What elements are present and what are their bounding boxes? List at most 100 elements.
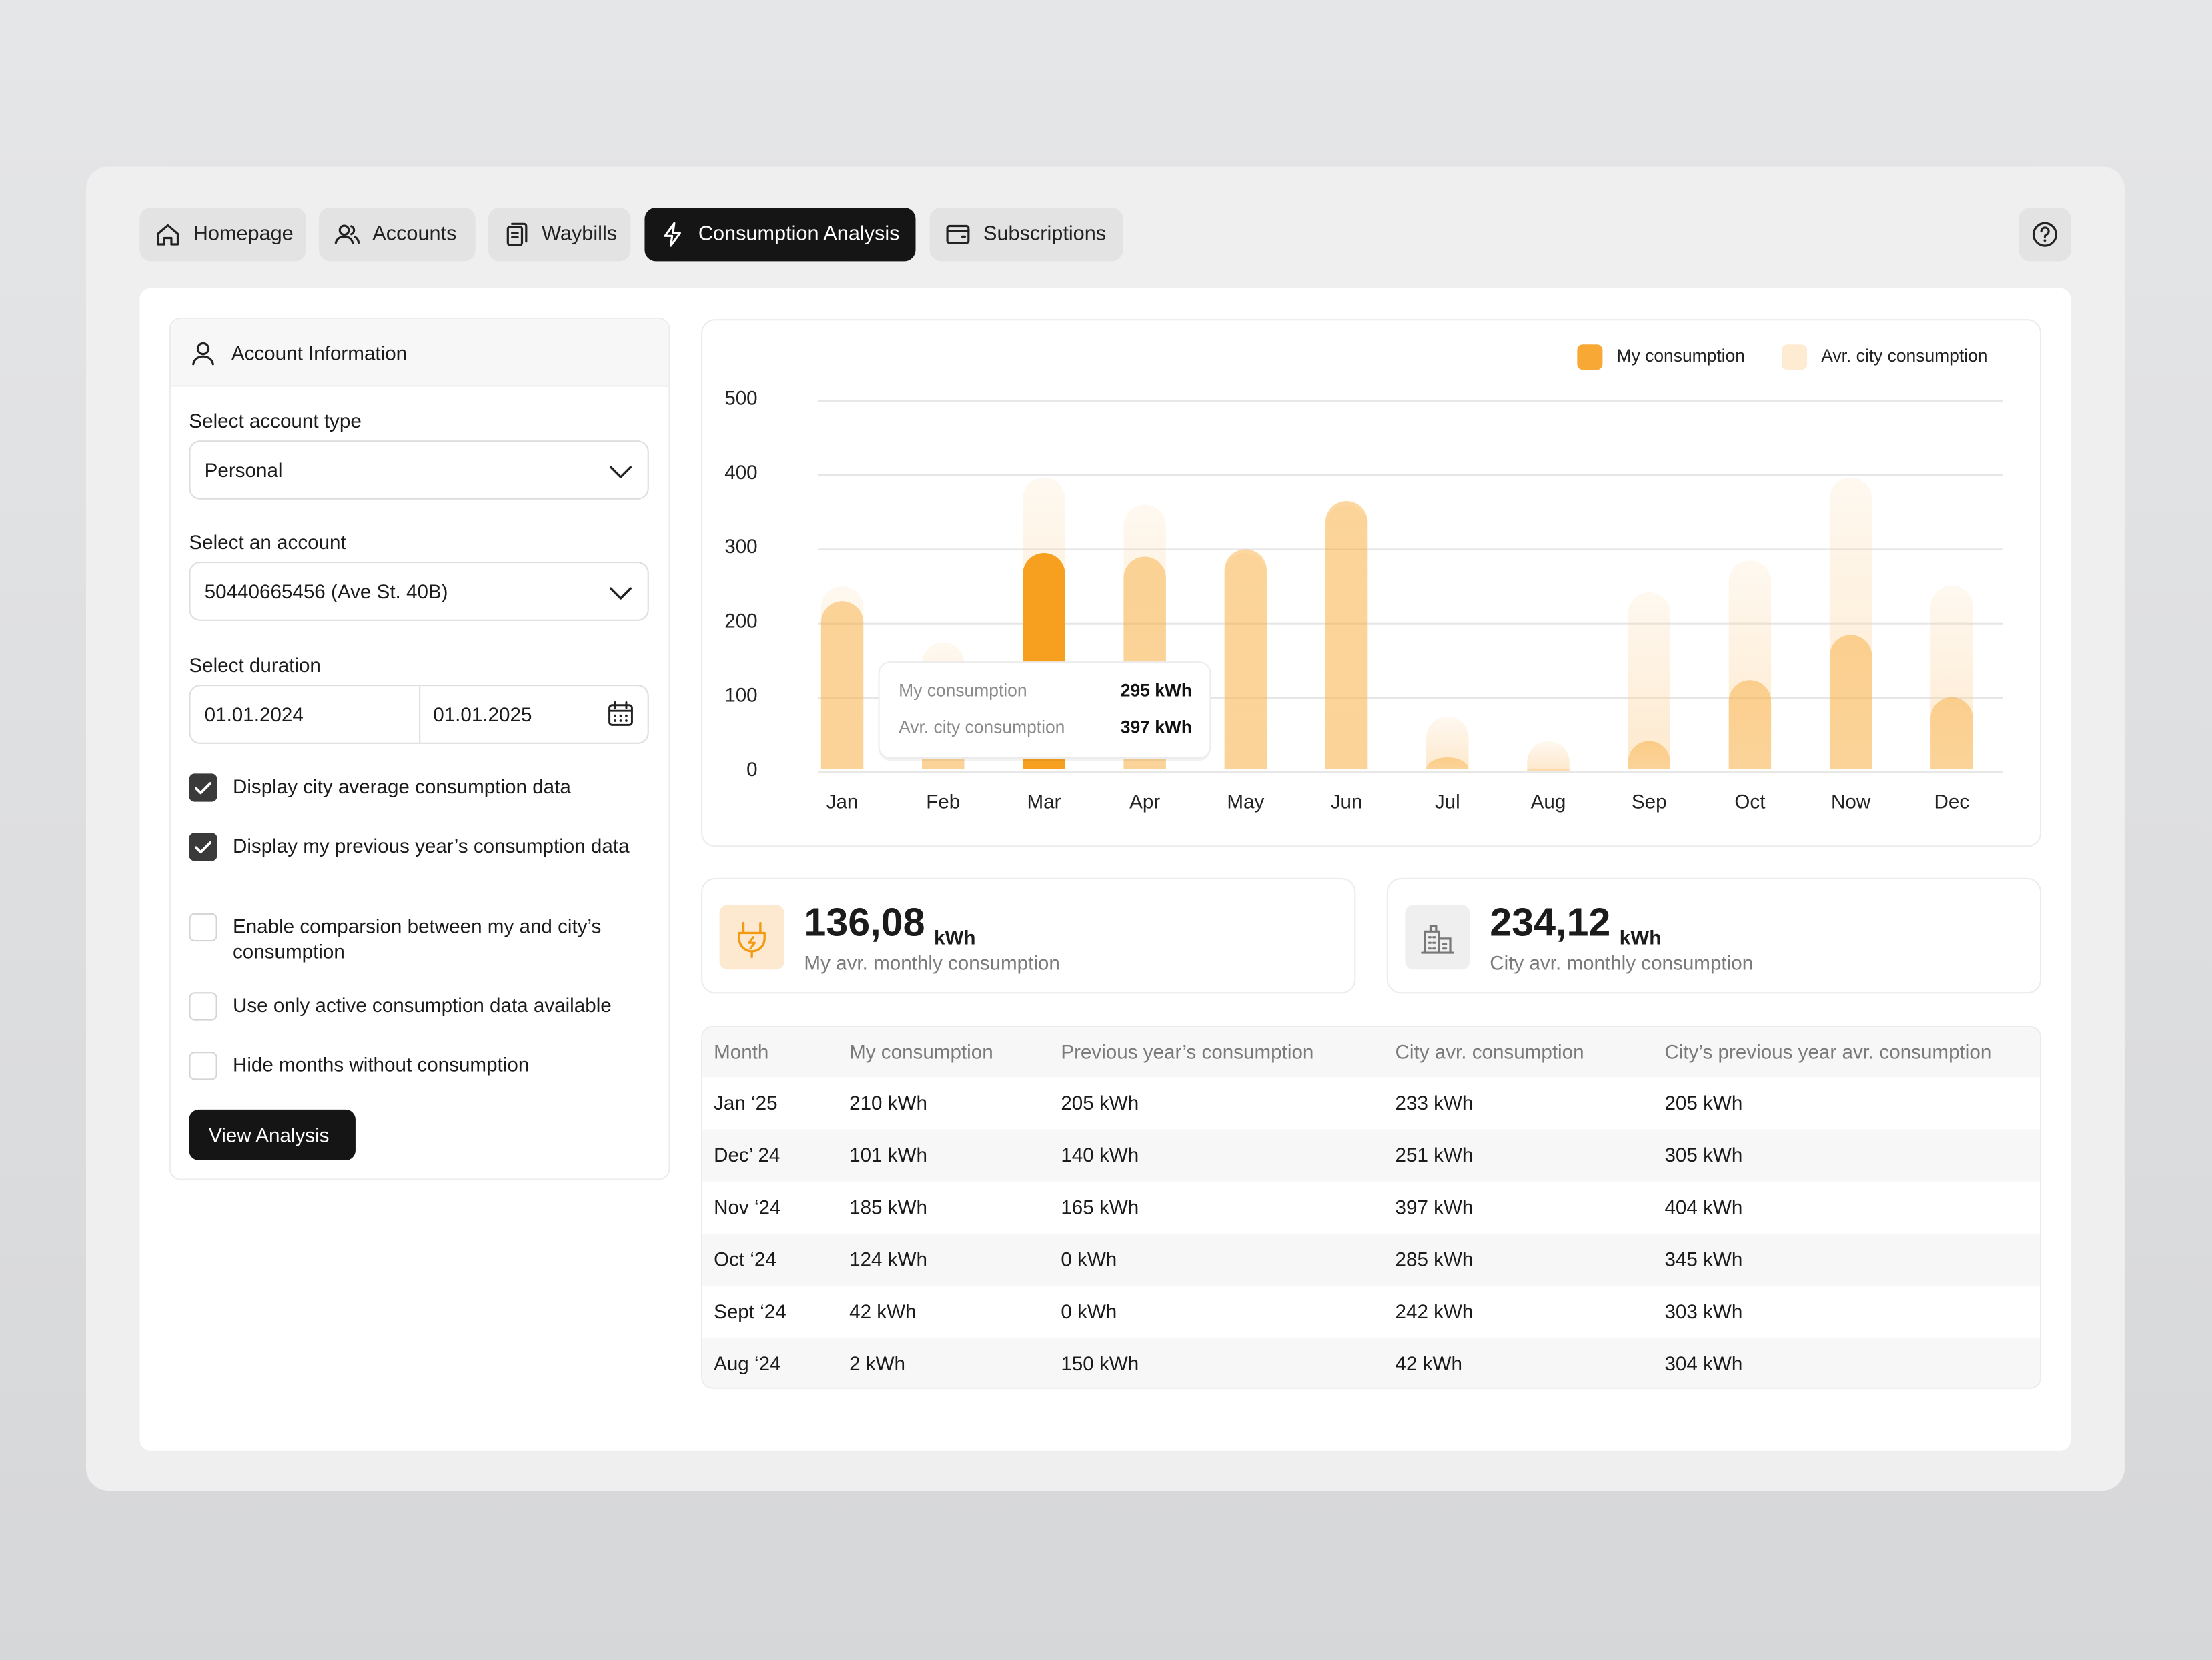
check-mark	[195, 782, 212, 795]
column-header: Month	[714, 1040, 769, 1064]
x-tick-label: Jan	[826, 791, 859, 813]
stat-icon	[1405, 905, 1470, 977]
column-header: City’s previous year avr. consumption	[1664, 1040, 1992, 1064]
y-tick-label: 200	[724, 610, 757, 632]
view-analysis-button[interactable]: View Analysis	[189, 1109, 356, 1161]
stat-icon	[719, 905, 784, 977]
bar	[1930, 697, 1973, 770]
tab-icon-glyph	[157, 224, 179, 246]
table-card: Month My consumption Previous year’s consu…	[701, 1026, 2042, 1389]
x-tick-label: Sep	[1632, 791, 1667, 813]
option-label: Display my previous year’s consumption d…	[232, 834, 630, 857]
x-tick-label: Dec	[1934, 791, 1970, 813]
bar	[1829, 635, 1872, 770]
field-label: Select account type	[189, 409, 362, 432]
table-header-row	[702, 1027, 2041, 1078]
y-tick-label: 0	[746, 759, 757, 781]
tooltip-series-name: My consumption	[899, 681, 1027, 701]
table-cell: 150 kWh	[1061, 1352, 1139, 1375]
tooltip-value: 397 kWh	[1121, 717, 1192, 737]
checkbox[interactable]	[189, 833, 217, 861]
x-tick-label: Jun	[1331, 791, 1363, 813]
calendar-icon-glyph	[608, 701, 633, 726]
table-row	[702, 1129, 2041, 1182]
option-label: Enable comparsion between my and city’s …	[232, 914, 602, 962]
tab-label: Accounts	[372, 223, 457, 246]
chevron	[608, 584, 633, 610]
tab-icon	[944, 220, 972, 256]
table-cell: 210 kWh	[849, 1091, 927, 1114]
tooltip	[878, 661, 1211, 759]
tab-icon-glyph	[664, 222, 681, 247]
date-range[interactable]: 01.01.2024 01.01.2025	[189, 685, 649, 744]
stat-unit: kWh	[1619, 925, 1662, 949]
select-field[interactable]: Personal	[189, 440, 649, 500]
bar	[1325, 501, 1368, 770]
date-to: 01.01.2025	[433, 703, 532, 726]
bar	[1426, 757, 1469, 770]
tab-label: Consumption Analysis	[698, 223, 900, 246]
nav-tab[interactable]: Homepage	[139, 207, 306, 262]
chevron-glyph	[610, 587, 632, 600]
table-cell: 124 kWh	[849, 1248, 927, 1271]
tab-label: Homepage	[193, 223, 294, 246]
panel-title: Account Information	[231, 341, 408, 364]
tab-icon-glyph	[946, 224, 970, 244]
field-label: Select an account	[189, 530, 346, 554]
table-cell: Jan ‘25	[714, 1091, 778, 1114]
stat-value: 234,12	[1490, 900, 1611, 945]
field-label: Select duration	[189, 653, 321, 677]
bar	[1224, 549, 1267, 770]
checkbox[interactable]	[189, 773, 217, 802]
nav-tab[interactable]: Accounts	[318, 207, 476, 262]
table-cell: Aug ‘24	[714, 1352, 781, 1375]
table-cell: Oct ‘24	[714, 1248, 776, 1271]
y-tick-label: 100	[724, 685, 757, 707]
bar	[820, 601, 864, 770]
stat-value: 136,08	[804, 900, 925, 945]
bar	[1628, 741, 1670, 770]
table-row	[702, 1181, 2041, 1234]
table-cell: 397 kWh	[1395, 1195, 1474, 1218]
stat-icon-glyph	[719, 905, 784, 970]
account-panel-header	[170, 319, 669, 387]
tab-label: Waybills	[542, 223, 618, 246]
nav-tab[interactable]: Waybills	[488, 207, 631, 262]
calendar-icon	[606, 700, 634, 735]
nav-tab[interactable]: Subscriptions	[929, 207, 1123, 262]
select-field[interactable]: 50440665456 (Ave St. 40B)	[189, 562, 649, 621]
table-cell: 303 kWh	[1664, 1300, 1743, 1323]
legend-label: Avr. city consumption	[1821, 346, 1987, 366]
tab-icon	[659, 220, 687, 256]
checkbox[interactable]	[189, 1052, 217, 1080]
checkbox[interactable]	[189, 913, 217, 942]
bar	[1628, 592, 1670, 770]
checkbox[interactable]	[189, 992, 217, 1021]
stat-card: 234,12 kWh City avr. monthly consumption	[1386, 877, 2042, 994]
column-header: Previous year’s consumption	[1061, 1040, 1314, 1064]
tooltip-value: 295 kWh	[1121, 681, 1192, 701]
nav-tab[interactable]: Consumption Analysis	[644, 207, 916, 262]
legend-swatch	[1782, 344, 1808, 370]
x-tick-label: Oct	[1734, 791, 1766, 813]
x-tick-label: Feb	[926, 791, 960, 813]
stat-card: 136,08 kWh My avr. monthly consumption	[701, 877, 1356, 994]
table-row	[702, 1286, 2041, 1338]
date-from: 01.01.2024	[204, 703, 304, 726]
option-label: Use only active consumption data availab…	[232, 993, 612, 1017]
account-panel	[169, 318, 670, 1180]
button-label: View Analysis	[208, 1124, 330, 1146]
help-button[interactable]	[2019, 207, 2071, 262]
table-row	[702, 1077, 2041, 1130]
bar	[1426, 716, 1469, 770]
chart: 0 100 200 300 400 500 Jan Feb Mar Apr May Jun Jul Aug…	[724, 344, 2004, 813]
y-tick-label: 500	[724, 388, 757, 410]
table-cell: Nov ‘24	[714, 1195, 781, 1218]
column-header: City avr. consumption	[1395, 1040, 1584, 1064]
user-icon	[189, 339, 217, 374]
table-cell: 404 kWh	[1664, 1195, 1743, 1218]
check-mark	[195, 841, 212, 854]
stat-label: My avr. monthly consumption	[804, 951, 1060, 974]
